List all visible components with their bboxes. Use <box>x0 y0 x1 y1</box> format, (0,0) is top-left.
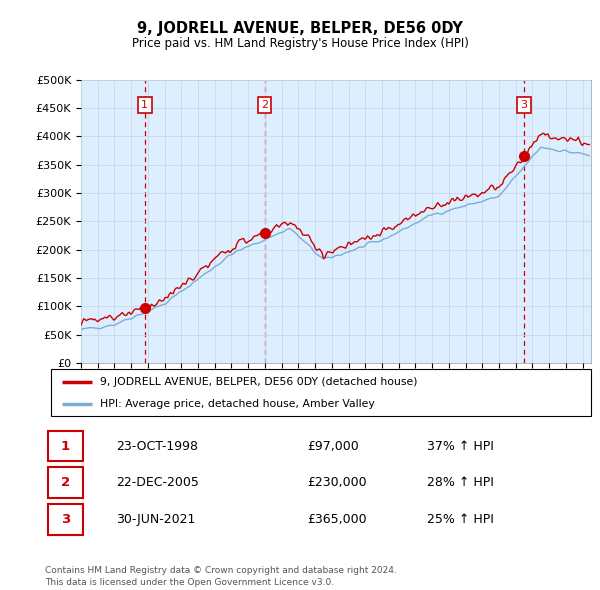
Text: Contains HM Land Registry data © Crown copyright and database right 2024.
This d: Contains HM Land Registry data © Crown c… <box>45 566 397 587</box>
Text: 25% ↑ HPI: 25% ↑ HPI <box>427 513 494 526</box>
Text: 30-JUN-2021: 30-JUN-2021 <box>116 513 196 526</box>
Text: 28% ↑ HPI: 28% ↑ HPI <box>427 476 494 489</box>
Text: HPI: Average price, detached house, Amber Valley: HPI: Average price, detached house, Ambe… <box>100 399 374 409</box>
FancyBboxPatch shape <box>51 369 591 416</box>
Text: 1: 1 <box>141 100 148 110</box>
Text: £365,000: £365,000 <box>307 513 367 526</box>
FancyBboxPatch shape <box>48 504 83 535</box>
Text: 9, JODRELL AVENUE, BELPER, DE56 0DY (detached house): 9, JODRELL AVENUE, BELPER, DE56 0DY (det… <box>100 377 417 387</box>
Text: 1: 1 <box>61 440 70 453</box>
Text: 2: 2 <box>261 100 268 110</box>
Text: 9, JODRELL AVENUE, BELPER, DE56 0DY: 9, JODRELL AVENUE, BELPER, DE56 0DY <box>137 21 463 35</box>
FancyBboxPatch shape <box>48 467 83 498</box>
Text: 2: 2 <box>61 476 70 489</box>
Text: 23-OCT-1998: 23-OCT-1998 <box>116 440 198 453</box>
Text: Price paid vs. HM Land Registry's House Price Index (HPI): Price paid vs. HM Land Registry's House … <box>131 37 469 50</box>
Text: £97,000: £97,000 <box>307 440 359 453</box>
FancyBboxPatch shape <box>48 431 83 461</box>
Text: 3: 3 <box>521 100 527 110</box>
Text: 22-DEC-2005: 22-DEC-2005 <box>116 476 199 489</box>
Text: £230,000: £230,000 <box>307 476 367 489</box>
Text: 37% ↑ HPI: 37% ↑ HPI <box>427 440 494 453</box>
Text: 3: 3 <box>61 513 70 526</box>
